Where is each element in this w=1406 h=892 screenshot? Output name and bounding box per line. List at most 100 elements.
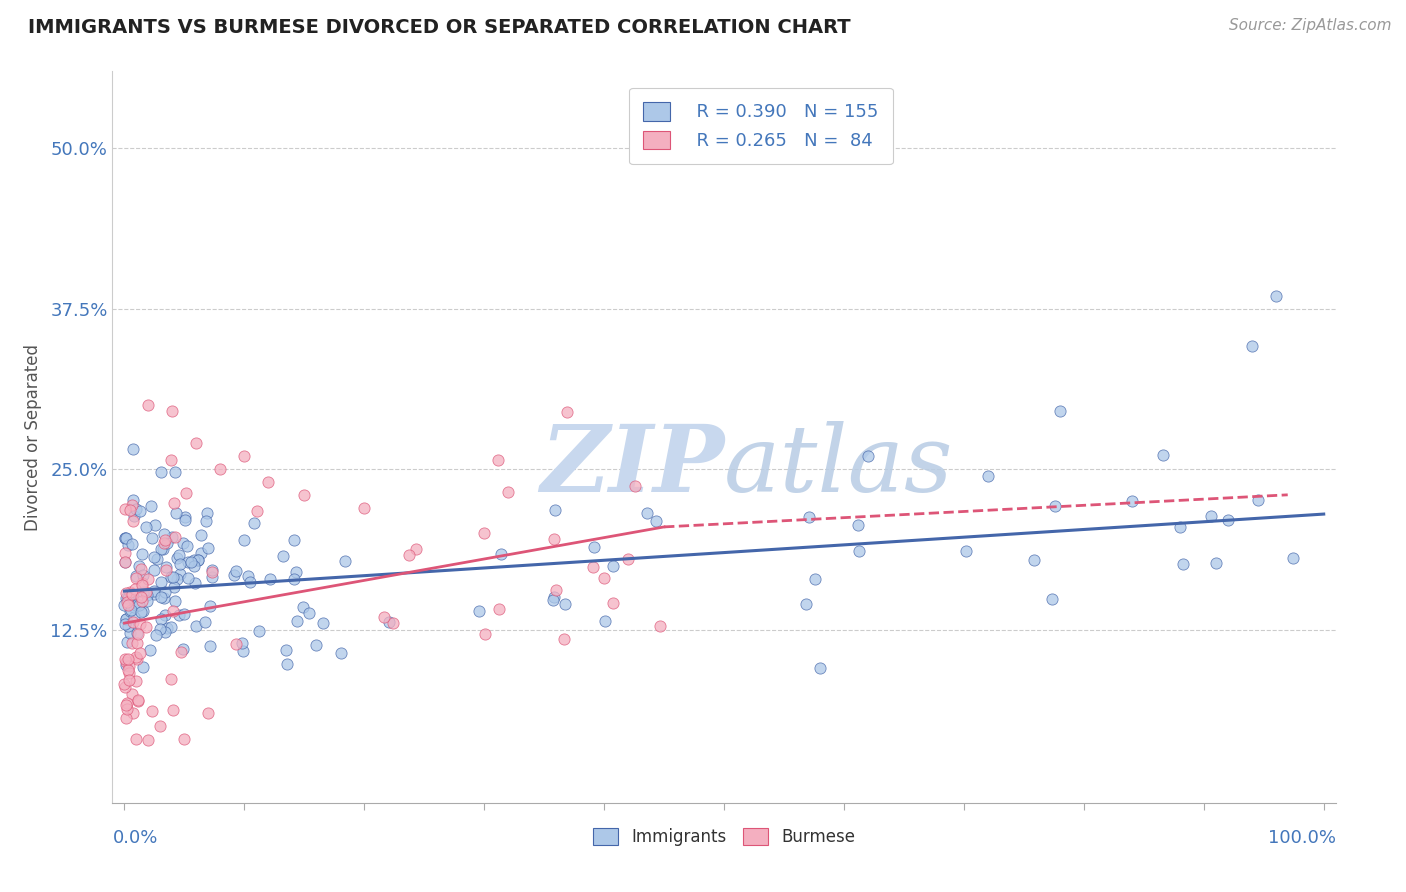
- Point: [135, 519, 157, 533]
- Point: [172, 536, 194, 550]
- Point: [121, 493, 143, 508]
- Point: [165, 466, 187, 480]
- Point: [856, 450, 879, 464]
- Point: [129, 590, 152, 604]
- Point: [243, 516, 266, 530]
- Point: [120, 502, 142, 516]
- Point: [167, 548, 190, 562]
- Point: [160, 620, 183, 634]
- Point: [114, 612, 136, 626]
- Point: [118, 659, 141, 673]
- Point: [114, 555, 136, 569]
- Point: [160, 530, 183, 544]
- Point: [115, 711, 138, 725]
- Point: [121, 442, 143, 456]
- Point: [128, 646, 150, 660]
- Point: [120, 603, 142, 617]
- Point: [117, 651, 139, 665]
- Point: [543, 592, 565, 607]
- Point: [165, 506, 187, 520]
- Point: [624, 479, 647, 493]
- Point: [118, 666, 141, 681]
- Point: [131, 547, 153, 561]
- Point: [145, 518, 167, 533]
- Point: [145, 628, 167, 642]
- Point: [125, 571, 148, 585]
- Point: [276, 657, 298, 672]
- Point: [173, 607, 195, 621]
- Point: [592, 571, 614, 585]
- Point: [329, 646, 352, 660]
- Point: [115, 531, 138, 545]
- Point: [127, 693, 149, 707]
- Point: [118, 604, 141, 618]
- Point: [312, 616, 335, 631]
- Point: [283, 572, 305, 586]
- Point: [201, 565, 224, 579]
- Text: Source: ZipAtlas.com: Source: ZipAtlas.com: [1229, 18, 1392, 33]
- Point: [153, 608, 176, 623]
- Point: [160, 672, 183, 686]
- Point: [120, 626, 142, 640]
- Point: [236, 569, 259, 583]
- Point: [287, 614, 309, 628]
- Point: [636, 507, 658, 521]
- Point: [156, 536, 179, 550]
- Point: [292, 488, 315, 502]
- Point: [1022, 553, 1045, 567]
- Point: [170, 644, 193, 658]
- Point: [115, 585, 138, 599]
- Point: [194, 515, 217, 529]
- Point: [129, 562, 152, 576]
- Point: [166, 572, 188, 586]
- Point: [225, 637, 247, 651]
- Point: [153, 591, 176, 605]
- Point: [177, 571, 200, 585]
- Point: [201, 570, 224, 584]
- Point: [378, 615, 401, 629]
- Point: [283, 533, 305, 547]
- Point: [472, 526, 495, 541]
- Point: [186, 619, 208, 633]
- Point: [142, 549, 165, 564]
- Point: [135, 585, 157, 599]
- Point: [1205, 557, 1227, 571]
- Text: 0.0%: 0.0%: [112, 829, 157, 847]
- Point: [259, 572, 281, 586]
- Point: [555, 404, 578, 418]
- Point: [122, 609, 145, 624]
- Point: [114, 698, 136, 712]
- Point: [117, 598, 139, 612]
- Point: [177, 555, 200, 569]
- Point: [595, 615, 617, 629]
- Point: [183, 553, 205, 567]
- Point: [224, 567, 246, 582]
- Point: [488, 602, 510, 616]
- Point: [122, 508, 145, 523]
- Point: [138, 398, 160, 412]
- Point: [143, 563, 166, 577]
- Point: [298, 606, 321, 620]
- Point: [1168, 520, 1191, 534]
- Point: [114, 598, 136, 612]
- Point: [195, 506, 218, 520]
- Point: [153, 624, 176, 639]
- Point: [183, 558, 205, 573]
- Point: [174, 513, 197, 527]
- Point: [141, 499, 163, 513]
- Point: [143, 587, 166, 601]
- Point: [125, 625, 148, 640]
- Point: [276, 643, 298, 657]
- Point: [232, 643, 254, 657]
- Point: [162, 703, 184, 717]
- Point: [149, 542, 172, 557]
- Point: [187, 553, 209, 567]
- Point: [155, 560, 177, 574]
- Point: [498, 484, 520, 499]
- Point: [114, 677, 136, 691]
- Point: [115, 696, 138, 710]
- Point: [115, 655, 138, 669]
- Point: [142, 584, 165, 599]
- Point: [544, 582, 567, 597]
- Point: [174, 485, 197, 500]
